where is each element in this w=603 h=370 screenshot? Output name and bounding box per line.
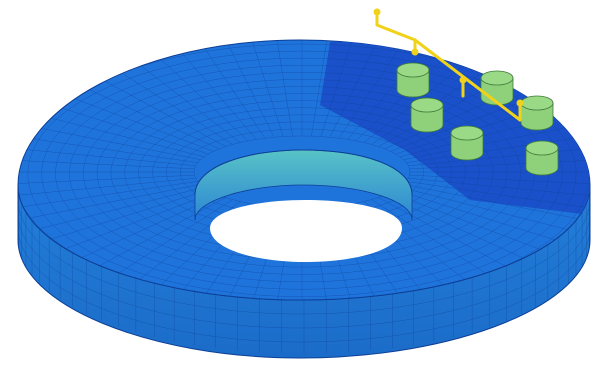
cylinder-5 [450,125,484,161]
probe-tip-1 [411,48,419,56]
mesh-spoke [390,192,548,253]
mesh-spoke [199,40,266,139]
cylinder-body [525,147,559,176]
mesh-spoke [406,181,590,209]
cylinder-top [410,97,444,113]
mesh-spoke [408,147,590,166]
mesh-spoke [329,40,380,138]
mesh-spoke [408,178,590,197]
mesh-spoke [378,197,515,272]
mesh-spoke [18,135,198,163]
cylinder-2 [480,70,514,106]
mesh-spoke [395,189,562,243]
mesh-spoke [409,159,590,170]
mesh-spoke [18,147,196,166]
mesh-spoke [403,123,584,160]
mesh-spoke [275,40,293,137]
mesh-spoke [409,174,590,185]
mesh-spoke [403,184,584,221]
mesh-spoke [42,101,209,155]
mesh-spoke [56,91,214,152]
mesh-spoke [18,181,198,209]
probe-tip-top [373,8,381,16]
cylinder-top [450,125,484,141]
mesh-spoke [109,64,233,145]
mesh-spoke [347,44,429,140]
cylinder-body [396,69,430,98]
side-mesh-ring [17,198,591,315]
mesh-spoke [18,159,195,170]
mesh-spoke [249,40,284,137]
side-mesh-grid [17,185,591,354]
probe-rod-main [375,8,522,122]
cylinder-group [396,62,559,176]
probe-tip-2 [459,76,467,84]
mesh-spoke [406,135,590,163]
cylinder-4 [520,95,554,131]
probe-tip-3 [516,99,524,107]
mesh-spoke [320,40,355,137]
cylinder-6 [525,140,559,176]
mesh-spoke [224,40,275,138]
cylinder-body [450,132,484,161]
cylinder-top [396,62,430,78]
side-mesh-ring [17,226,591,343]
hole-rim [194,149,413,196]
mesh-spoke [30,186,205,232]
mesh-spoke [42,189,209,243]
side-mesh-ring [17,212,591,329]
mesh-spoke [311,40,329,137]
mesh-spoke [338,40,405,139]
mesh-spoke [20,123,201,160]
mesh-spoke [399,186,574,232]
mesh-spoke [109,199,233,280]
mesh-spoke [18,174,195,185]
mesh-spoke [151,50,249,142]
mesh-spoke [89,72,226,147]
cylinder-3 [410,97,444,133]
cylinder-top [525,140,559,156]
cylinder-body [410,104,444,133]
hole-opening [210,200,402,262]
cylinder-body [520,102,554,131]
cylinder-1 [396,62,430,98]
mesh-spoke [371,199,495,280]
mesh-spoke [18,178,196,197]
mesh-spoke [72,81,220,150]
mesh-spoke [20,184,201,221]
cylinder-top [520,95,554,111]
mesh-spoke [56,192,214,253]
cylinder-top [480,70,514,86]
mesh-spoke [175,44,257,140]
probe-tips [373,8,524,107]
mesh-spoke [30,112,205,158]
mesh-spoke [129,57,241,143]
mesh-spoke [89,197,226,272]
